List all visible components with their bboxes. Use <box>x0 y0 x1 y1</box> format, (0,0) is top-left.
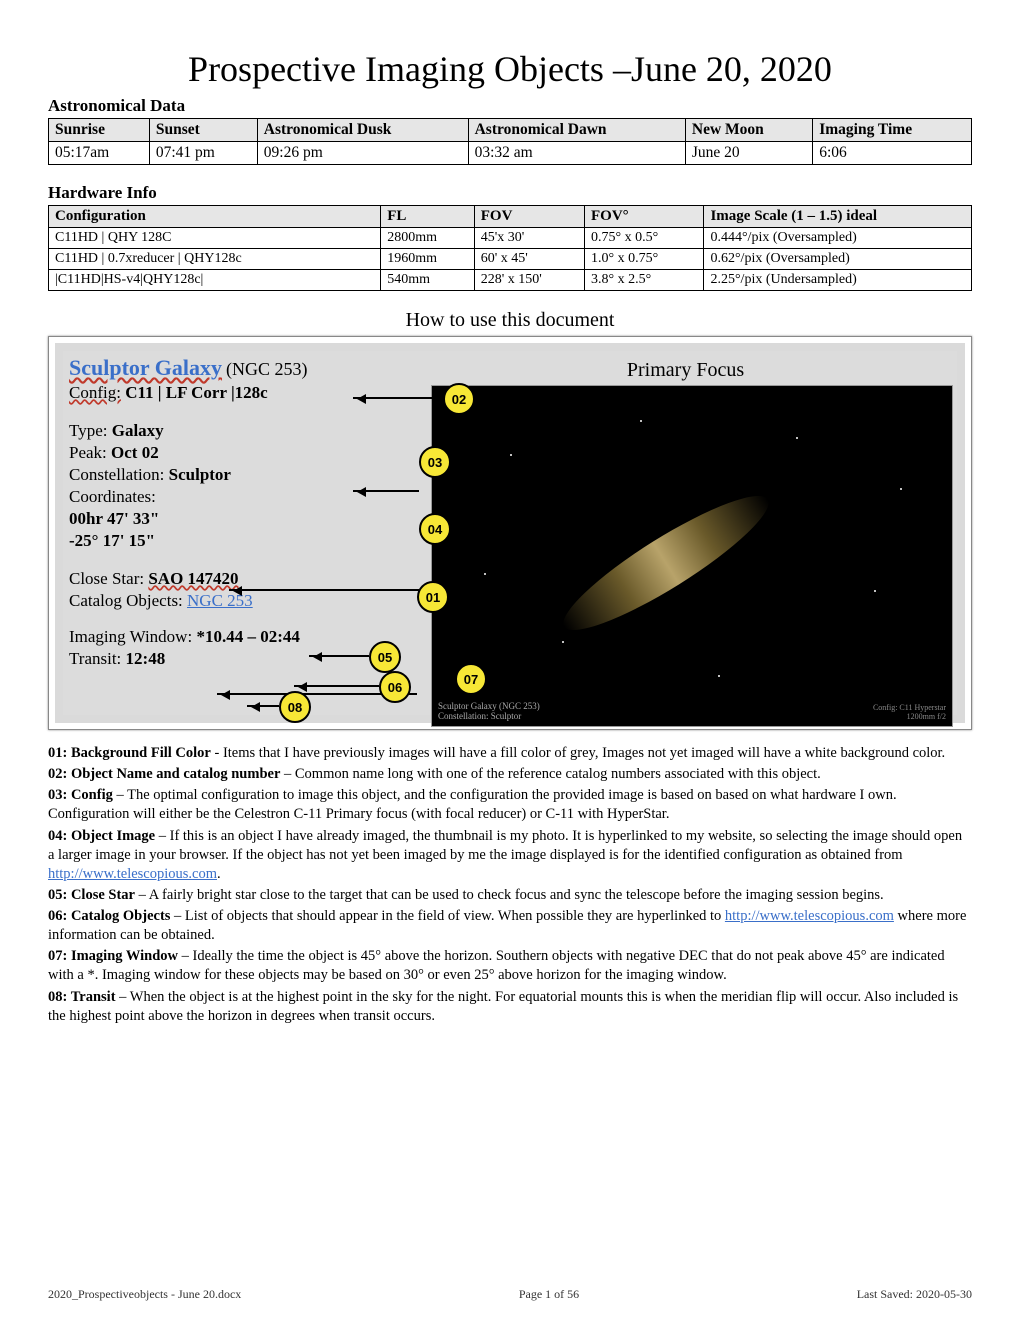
iw-value: *10.44 – 02:44 <box>196 627 299 646</box>
td: 09:26 pm <box>257 142 468 165</box>
catobj-link[interactable]: NGC 253 <box>187 591 253 610</box>
pcap1: Sculptor Galaxy (NGC 253) <box>438 701 540 711</box>
td: C11HD | QHY 128C <box>49 228 381 249</box>
legend: 01: Background Fill Color - Items that I… <box>48 744 972 1026</box>
object-cat: (NGC 253) <box>226 359 308 379</box>
astro-table: SunriseSunsetAstronomical DuskAstronomic… <box>48 118 972 165</box>
const-value: Sculptor <box>169 465 231 484</box>
th: Astronomical Dawn <box>468 119 685 142</box>
th: Imaging Time <box>813 119 972 142</box>
marker-02: 02 <box>443 383 475 415</box>
marker-08: 08 <box>279 691 311 723</box>
catobj-label: Catalog Objects: <box>69 591 183 610</box>
td: C11HD | 0.7xreducer | QHY128c <box>49 249 381 270</box>
td: 0.75° x 0.5° <box>585 228 704 249</box>
hw-table: ConfigurationFLFOVFOV°Image Scale (1 – 1… <box>48 205 972 291</box>
footer: 2020_Prospectiveobjects - June 20.docx P… <box>48 1287 972 1302</box>
td: 07:41 pm <box>149 142 257 165</box>
td: |C11HD|HS-v4|QHY128c| <box>49 270 381 291</box>
const-label: Constellation: <box>69 465 164 484</box>
th: Astronomical Dusk <box>257 119 468 142</box>
td: 1.0° x 0.75° <box>585 249 704 270</box>
tr-value: 12:48 <box>126 649 166 668</box>
td: 60' x 45' <box>474 249 584 270</box>
td: 6:06 <box>813 142 972 165</box>
photo-title: Primary Focus <box>418 357 953 384</box>
td: 0.444°/pix (Oversampled) <box>704 228 972 249</box>
tr-label: Transit: <box>69 649 121 668</box>
pcap2: Constellation: Sculptor <box>438 711 521 721</box>
iw-label: Imaging Window: <box>69 627 192 646</box>
th: FL <box>381 206 474 228</box>
config-label: Config: <box>69 383 121 402</box>
td: 3.8° x 2.5° <box>585 270 704 291</box>
coord-label: Coordinates: <box>69 487 156 506</box>
peak-label: Peak: <box>69 443 107 462</box>
marker-01: 01 <box>417 581 449 613</box>
td: 05:17am <box>49 142 150 165</box>
legend-link[interactable]: http://www.telescopious.com <box>725 908 894 924</box>
td: 540mm <box>381 270 474 291</box>
th: New Moon <box>685 119 812 142</box>
close-label: Close Star: <box>69 569 144 588</box>
marker-03: 03 <box>419 446 451 478</box>
td: 228' x 150' <box>474 270 584 291</box>
footer-center: Page 1 of 56 <box>241 1287 856 1302</box>
hw-heading: Hardware Info <box>48 183 972 203</box>
close-value: SAO 147420 <box>148 569 238 588</box>
marker-04: 04 <box>419 513 451 545</box>
th: Image Scale (1 – 1.5) ideal <box>704 206 972 228</box>
diagram-box: Sculptor Galaxy (NGC 253) Config: C11 | … <box>48 336 972 730</box>
th: FOV <box>474 206 584 228</box>
th: Sunrise <box>49 119 150 142</box>
td: 2.25°/pix (Undersampled) <box>704 270 972 291</box>
object-photo[interactable]: Sculptor Galaxy (NGC 253)Constellation: … <box>431 385 953 727</box>
marker-06: 06 <box>379 671 411 703</box>
legend-link[interactable]: http://www.telescopious.com <box>48 866 217 882</box>
object-name: Sculptor Galaxy <box>69 355 222 380</box>
td: 2800mm <box>381 228 474 249</box>
coord-dec: -25° 17' 15" <box>69 531 409 551</box>
td: 03:32 am <box>468 142 685 165</box>
td: June 20 <box>685 142 812 165</box>
td: 0.62°/pix (Oversampled) <box>704 249 972 270</box>
astro-heading: Astronomical Data <box>48 96 972 116</box>
footer-left: 2020_Prospectiveobjects - June 20.docx <box>48 1287 241 1302</box>
th: Configuration <box>49 206 381 228</box>
type-value: Galaxy <box>112 421 164 440</box>
td: 45'x 30' <box>474 228 584 249</box>
peak-value: Oct 02 <box>111 443 159 462</box>
marker-05: 05 <box>369 641 401 673</box>
config-value: C11 | LF Corr |128c <box>125 383 268 402</box>
marker-07: 07 <box>455 663 487 695</box>
type-label: Type: <box>69 421 107 440</box>
th: FOV° <box>585 206 704 228</box>
howto-heading: How to use this document <box>48 309 972 332</box>
page-title: Prospective Imaging Objects –June 20, 20… <box>48 48 972 90</box>
footer-right: Last Saved: 2020-05-30 <box>857 1287 972 1302</box>
coord-ra: 00hr 47' 33" <box>69 509 409 529</box>
td: 1960mm <box>381 249 474 270</box>
th: Sunset <box>149 119 257 142</box>
